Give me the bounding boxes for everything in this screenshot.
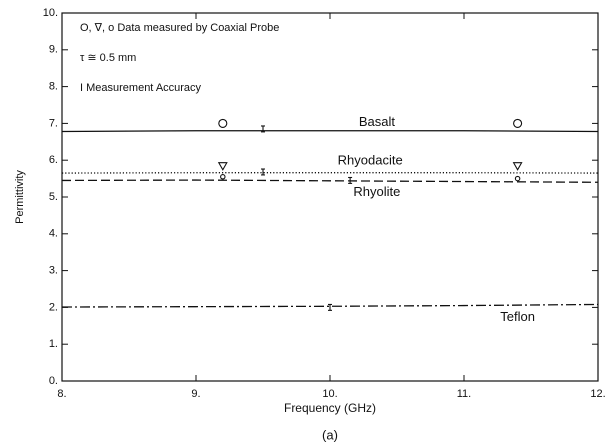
y-tick-label: 8. xyxy=(49,81,58,93)
series-label: Rhyodacite xyxy=(338,152,403,167)
y-tick-label: 3. xyxy=(49,265,58,277)
series-line xyxy=(61,130,599,133)
error-bar xyxy=(348,176,353,184)
y-tick-label: 9. xyxy=(49,44,58,56)
marker-dot xyxy=(514,175,521,182)
series-label: Teflon xyxy=(500,309,535,324)
y-tick-label: 4. xyxy=(49,228,58,240)
series-line xyxy=(61,303,599,308)
y-tick-label: 7. xyxy=(49,117,58,129)
error-bar xyxy=(261,168,265,176)
x-tick-label: 11. xyxy=(457,388,471,400)
plot-frame xyxy=(61,12,599,382)
series-label: Basalt xyxy=(359,114,396,129)
y-tick-label: 1. xyxy=(49,338,58,350)
error-bar xyxy=(328,303,332,311)
error-bar xyxy=(261,125,265,133)
caption: (a) xyxy=(322,427,338,442)
marker-circle xyxy=(513,118,523,128)
y-axis-label: Permittivity xyxy=(14,170,26,224)
annotation: I Measurement Accuracy xyxy=(80,82,202,94)
marker-triangle xyxy=(512,162,523,171)
y-tick-label: 5. xyxy=(49,191,58,203)
series-line xyxy=(61,179,599,183)
x-tick-label: 10. xyxy=(322,388,337,400)
y-tick-label: 10. xyxy=(43,7,58,19)
series-label: Rhyolite xyxy=(353,184,400,199)
x-tick-label: 8. xyxy=(57,388,66,400)
y-tick-label: 0. xyxy=(49,375,58,387)
y-tick-label: 2. xyxy=(49,301,58,313)
y-tick-label: 6. xyxy=(49,154,58,166)
marker-circle xyxy=(218,118,228,128)
marker-dot xyxy=(220,174,226,180)
annotation: O, ∇, o Data measured by Coaxial Probe xyxy=(80,22,279,34)
annotation: τ ≅ 0.5 mm xyxy=(80,52,136,64)
x-axis-label: Frequency (GHz) xyxy=(284,401,376,415)
x-tick-label: 9. xyxy=(191,388,200,400)
x-tick-label: 12. xyxy=(590,388,605,400)
marker-triangle xyxy=(217,162,228,171)
